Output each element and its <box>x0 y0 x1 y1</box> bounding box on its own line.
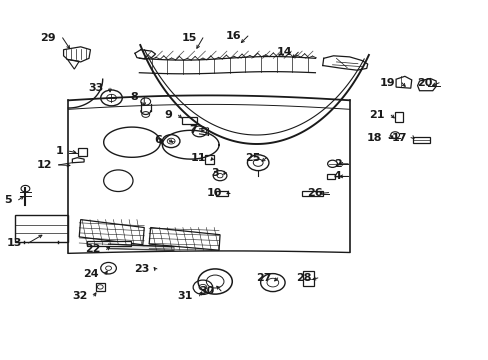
Text: 8: 8 <box>130 92 138 102</box>
Text: 21: 21 <box>368 110 384 120</box>
Text: 24: 24 <box>83 269 99 279</box>
Text: 6: 6 <box>154 135 162 145</box>
Bar <box>302 191 322 196</box>
Text: 33: 33 <box>88 83 103 93</box>
Text: 17: 17 <box>390 133 406 143</box>
Text: 15: 15 <box>181 33 196 43</box>
Text: 28: 28 <box>295 273 311 283</box>
Text: 23: 23 <box>134 264 149 274</box>
Text: 26: 26 <box>306 188 322 198</box>
Bar <box>205 155 214 164</box>
Text: 2: 2 <box>333 159 341 169</box>
Text: 19: 19 <box>379 78 395 88</box>
Text: 12: 12 <box>37 160 52 170</box>
Text: 13: 13 <box>7 238 22 248</box>
Text: 31: 31 <box>178 291 193 301</box>
Text: 25: 25 <box>244 153 260 163</box>
Text: 27: 27 <box>255 273 271 283</box>
Bar <box>15 215 68 242</box>
Bar <box>303 271 313 286</box>
Text: 10: 10 <box>207 188 222 198</box>
Bar <box>87 241 131 246</box>
Text: 29: 29 <box>41 33 56 43</box>
Text: 7: 7 <box>188 125 196 135</box>
Text: 20: 20 <box>417 78 432 88</box>
Text: 18: 18 <box>366 133 382 143</box>
Text: 9: 9 <box>164 110 172 120</box>
Text: 14: 14 <box>276 47 291 57</box>
Bar <box>394 112 402 122</box>
Text: 3: 3 <box>210 168 218 178</box>
Text: 22: 22 <box>84 244 100 255</box>
Text: 16: 16 <box>225 31 241 41</box>
Bar <box>78 148 87 156</box>
Bar <box>96 283 104 291</box>
Bar <box>326 174 335 179</box>
Text: 4: 4 <box>333 171 341 181</box>
Text: 5: 5 <box>4 195 12 205</box>
Text: 11: 11 <box>190 153 206 163</box>
Bar <box>216 191 228 196</box>
Text: 32: 32 <box>72 291 87 301</box>
Polygon shape <box>21 185 30 192</box>
Text: 30: 30 <box>199 286 214 296</box>
Text: 1: 1 <box>55 146 63 156</box>
Bar <box>412 137 429 143</box>
Bar <box>182 117 196 124</box>
